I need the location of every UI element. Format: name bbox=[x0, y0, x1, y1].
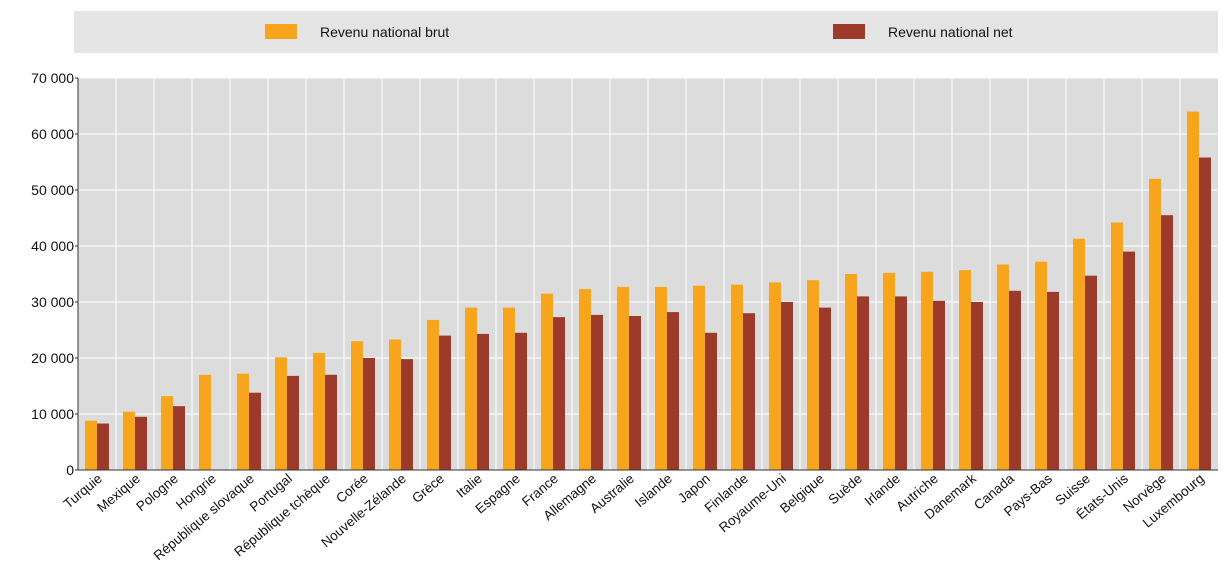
bar-gross bbox=[275, 357, 287, 470]
bar-net bbox=[135, 416, 147, 470]
bar-gross bbox=[351, 341, 363, 470]
bar-gross bbox=[769, 282, 781, 470]
bar-net bbox=[629, 316, 641, 470]
bar-net bbox=[287, 375, 299, 470]
x-tick-label: Italie bbox=[453, 471, 484, 501]
bar-net bbox=[477, 333, 489, 470]
bar-gross bbox=[845, 274, 857, 470]
legend-label-net: Revenu national net bbox=[888, 24, 1013, 40]
y-tick-label: 50 000 bbox=[31, 182, 74, 198]
bar-net bbox=[933, 300, 945, 470]
bar-gross bbox=[237, 373, 249, 470]
bar-gross bbox=[1149, 178, 1161, 471]
legend-background bbox=[74, 11, 1218, 53]
legend-swatch-gross bbox=[265, 24, 297, 39]
y-tick-label: 10 000 bbox=[31, 406, 74, 422]
x-tick-label: Mexique bbox=[94, 471, 143, 515]
bar-net bbox=[401, 359, 413, 470]
gridlines bbox=[78, 77, 1218, 470]
bar-net bbox=[857, 296, 869, 470]
bar-net bbox=[1199, 157, 1211, 470]
bar-net bbox=[439, 335, 451, 470]
y-tick-labels: 0 10 000 20 000 30 000 40 000 50 000 60 000 70 … bbox=[31, 70, 78, 478]
x-tick-label: Islande bbox=[632, 471, 675, 510]
y-tick-label: 0 bbox=[66, 462, 74, 478]
bar-gross bbox=[731, 284, 743, 470]
bar-net bbox=[591, 314, 603, 470]
y-tick-label: 70 000 bbox=[31, 70, 74, 86]
x-tick-label: Suède bbox=[825, 471, 865, 508]
bar-gross bbox=[161, 396, 173, 470]
bar-net bbox=[249, 392, 261, 470]
bar-gross bbox=[389, 339, 401, 470]
bar-gross bbox=[807, 280, 819, 470]
bar-net bbox=[781, 302, 793, 470]
bar-net bbox=[553, 317, 565, 470]
bar-gross bbox=[1073, 238, 1085, 470]
bar-net bbox=[895, 296, 907, 470]
bar-gross bbox=[997, 264, 1009, 470]
bar-gross bbox=[1111, 222, 1123, 470]
bar-gross bbox=[123, 411, 135, 470]
bar-gross bbox=[503, 307, 515, 470]
bars bbox=[85, 111, 1211, 471]
x-tick-label: Pologne bbox=[133, 471, 181, 514]
bar-net bbox=[743, 313, 755, 470]
bar-net bbox=[705, 332, 717, 470]
bar-net bbox=[1161, 215, 1173, 470]
bar-net bbox=[325, 374, 337, 470]
bar-net bbox=[819, 307, 831, 470]
bar-gross bbox=[693, 285, 705, 470]
bar-net bbox=[1047, 291, 1059, 470]
bar-net bbox=[1123, 251, 1135, 470]
legend-swatch-net bbox=[833, 24, 865, 39]
bar-gross bbox=[1187, 111, 1199, 470]
bar-gross bbox=[883, 272, 895, 470]
bar-net bbox=[363, 358, 375, 470]
bar-gross bbox=[655, 286, 667, 470]
bar-net bbox=[971, 302, 983, 470]
bar-net bbox=[667, 312, 679, 470]
bar-gross bbox=[427, 319, 439, 470]
y-tick-label: 40 000 bbox=[31, 238, 74, 254]
bar-gross bbox=[921, 271, 933, 470]
bar-net bbox=[515, 332, 527, 470]
bar-gross bbox=[959, 270, 971, 470]
bar-gross bbox=[617, 286, 629, 470]
bar-gross bbox=[313, 352, 325, 470]
bar-net bbox=[1009, 290, 1021, 470]
bar-gross bbox=[1035, 261, 1047, 470]
bar-gross bbox=[199, 374, 211, 470]
bar-gross bbox=[465, 307, 477, 470]
y-tick-label: 30 000 bbox=[31, 294, 74, 310]
legend-label-gross: Revenu national brut bbox=[320, 24, 449, 40]
bar-net bbox=[1085, 275, 1097, 470]
bar-gross bbox=[579, 289, 591, 470]
bar-net bbox=[97, 423, 109, 470]
y-tick-label: 60 000 bbox=[31, 126, 74, 142]
bar-net bbox=[173, 406, 185, 470]
bar-gross bbox=[85, 420, 97, 470]
bar-gross bbox=[541, 293, 553, 470]
y-tick-label: 20 000 bbox=[31, 350, 74, 366]
x-tick-label: Grèce bbox=[409, 471, 447, 506]
